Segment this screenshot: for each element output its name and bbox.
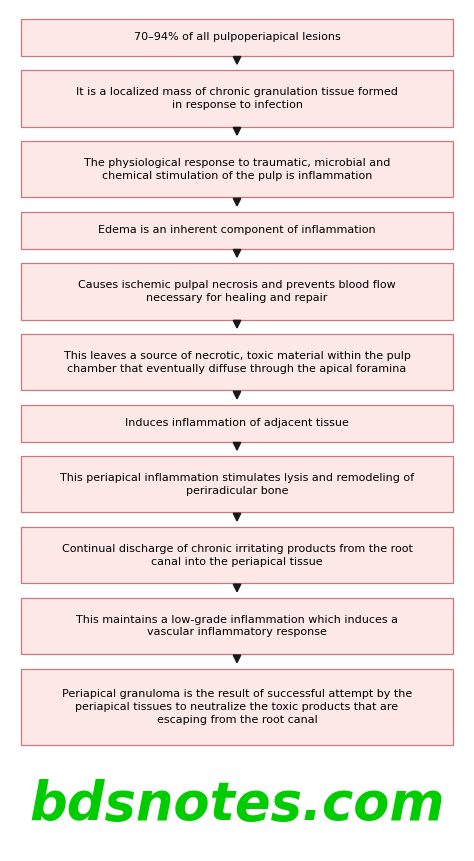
FancyBboxPatch shape [21,405,453,442]
Text: Induces inflammation of adjacent tissue: Induces inflammation of adjacent tissue [125,418,349,428]
FancyBboxPatch shape [21,212,453,249]
Text: It is a localized mass of chronic granulation tissue formed
in response to infec: It is a localized mass of chronic granul… [76,87,398,109]
Text: 70–94% of all pulpoperiapical lesions: 70–94% of all pulpoperiapical lesions [134,33,340,42]
Text: Edema is an inherent component of inflammation: Edema is an inherent component of inflam… [98,226,376,235]
FancyBboxPatch shape [21,70,453,127]
Text: Causes ischemic pulpal necrosis and prevents blood flow
necessary for healing an: Causes ischemic pulpal necrosis and prev… [78,280,396,303]
Text: Periapical granuloma is the result of successful attempt by the
periapical tissu: Periapical granuloma is the result of su… [62,689,412,724]
FancyBboxPatch shape [21,456,453,512]
Text: Continual discharge of chronic irritating products from the root
canal into the : Continual discharge of chronic irritatin… [62,543,412,567]
FancyBboxPatch shape [21,141,453,197]
FancyBboxPatch shape [21,598,453,654]
FancyBboxPatch shape [21,334,453,390]
FancyBboxPatch shape [21,669,453,745]
FancyBboxPatch shape [21,527,453,583]
Text: This periapical inflammation stimulates lysis and remodeling of
periradicular bo: This periapical inflammation stimulates … [60,473,414,496]
Text: The physiological response to traumatic, microbial and
chemical stimulation of t: The physiological response to traumatic,… [84,158,390,181]
Text: bdsnotes.com: bdsnotes.com [29,779,445,831]
Text: This leaves a source of necrotic, toxic material within the pulp
chamber that ev: This leaves a source of necrotic, toxic … [64,350,410,374]
Text: This maintains a low-grade inflammation which induces a
vascular inflammatory re: This maintains a low-grade inflammation … [76,615,398,637]
FancyBboxPatch shape [21,19,453,56]
FancyBboxPatch shape [21,263,453,319]
